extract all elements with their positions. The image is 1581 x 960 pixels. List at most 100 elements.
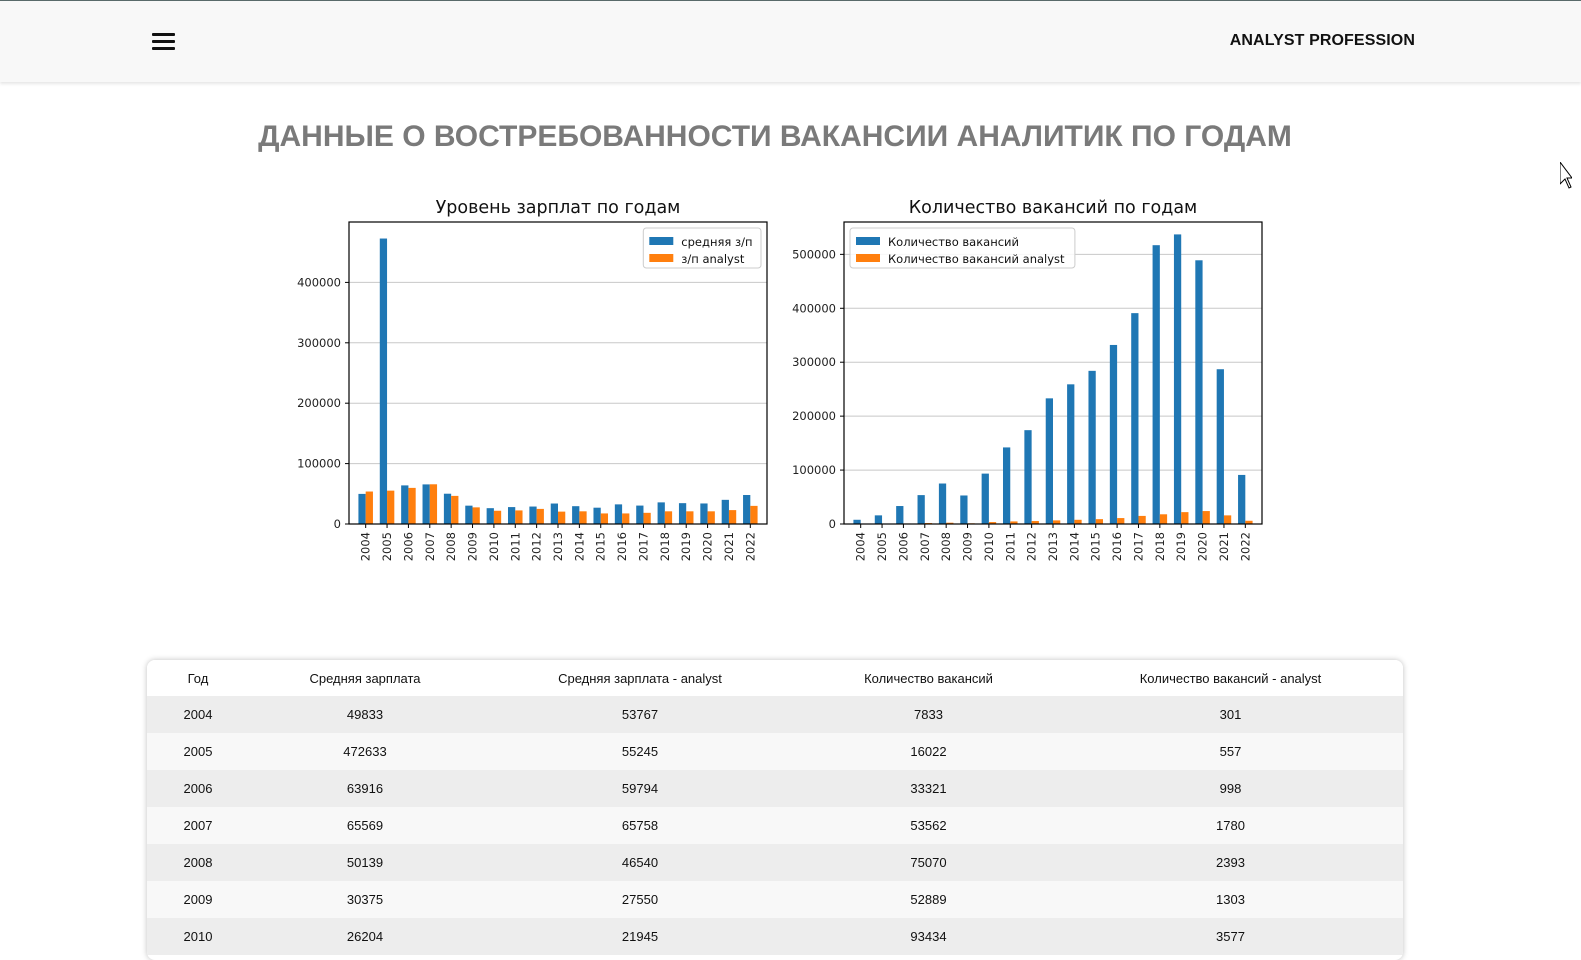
menu-bar-line <box>152 40 175 43</box>
bar <box>515 510 522 524</box>
x-tick-label: 2008 <box>939 532 953 561</box>
menu-bar-line <box>152 33 175 36</box>
table-row: 2007 65569 65758 53562 1780 <box>147 807 1403 844</box>
bar <box>508 507 515 524</box>
x-tick-label: 2015 <box>594 532 608 561</box>
cell-avg-salary-analyst: 46540 <box>481 844 799 881</box>
bar <box>1117 518 1124 524</box>
stats-table-card: Год Средняя зарплата Средняя зарплата - … <box>147 660 1403 960</box>
x-tick-label: 2016 <box>615 532 629 561</box>
cell-year: 2010 <box>147 918 249 955</box>
bar <box>743 495 750 524</box>
bar <box>444 494 451 524</box>
legend-swatch <box>856 254 880 262</box>
x-tick-label: 2021 <box>1217 532 1231 561</box>
bar <box>465 506 472 524</box>
bar <box>658 502 665 524</box>
x-tick-label: 2014 <box>1067 532 1081 561</box>
x-tick-label: 2020 <box>701 532 715 561</box>
bar <box>529 507 536 524</box>
table-row: 2010 26204 21945 93434 3577 <box>147 918 1403 955</box>
bar <box>918 495 925 524</box>
cell-avg-salary: 63916 <box>249 770 481 807</box>
y-tick-label: 300000 <box>792 355 836 369</box>
legend-label: Количество вакансий analyst <box>888 252 1065 266</box>
page-title: ДАННЫЕ О ВОСТРЕБОВАННОСТИ ВАКАНСИИ АНАЛИ… <box>0 120 1550 154</box>
bar <box>1110 345 1117 524</box>
bar <box>1067 384 1074 524</box>
cell-avg-salary-analyst: 59794 <box>481 770 799 807</box>
bar <box>960 495 967 524</box>
bar <box>593 508 600 524</box>
x-tick-label: 2022 <box>1238 532 1252 561</box>
stats-table: Год Средняя зарплата Средняя зарплата - … <box>147 660 1403 955</box>
x-tick-label: 2006 <box>896 532 910 561</box>
cell-vacancies: 33321 <box>799 770 1058 807</box>
y-tick-label: 300000 <box>297 336 341 350</box>
y-tick-label: 200000 <box>297 396 341 410</box>
cell-avg-salary: 30375 <box>249 881 481 918</box>
bar <box>853 520 860 524</box>
cell-year: 2009 <box>147 881 249 918</box>
column-header-vacancies-analyst: Количество вакансий - analyst <box>1058 660 1403 696</box>
table-row: 2008 50139 46540 75070 2393 <box>147 844 1403 881</box>
bar <box>896 506 903 524</box>
y-tick-label: 100000 <box>792 463 836 477</box>
cell-avg-salary: 50139 <box>249 844 481 881</box>
bar <box>643 513 650 524</box>
cell-vacancies-analyst: 998 <box>1058 770 1403 807</box>
cell-avg-salary: 49833 <box>249 696 481 733</box>
x-tick-label: 2020 <box>1196 532 1210 561</box>
bar <box>1238 475 1245 524</box>
bar <box>1138 516 1145 524</box>
bar <box>1153 245 1160 524</box>
bar <box>487 508 494 524</box>
brand-link[interactable]: ANALYST PROFESSION <box>1230 32 1415 50</box>
x-tick-label: 2009 <box>466 532 480 561</box>
legend-label: з/п analyst <box>681 252 745 266</box>
y-tick-label: 200000 <box>792 409 836 423</box>
cell-avg-salary: 472633 <box>249 733 481 770</box>
hamburger-menu-icon[interactable] <box>152 32 175 51</box>
x-tick-label: 2005 <box>380 532 394 561</box>
column-header-avg-salary: Средняя зарплата <box>249 660 481 696</box>
bar <box>1131 313 1138 524</box>
x-tick-label: 2004 <box>854 532 868 561</box>
bar <box>875 515 882 524</box>
bar <box>665 511 672 524</box>
bar <box>700 503 707 524</box>
bar <box>1217 369 1224 524</box>
bar <box>1224 515 1231 524</box>
legend-label: Количество вакансий <box>888 235 1019 249</box>
cell-vacancies: 53562 <box>799 807 1058 844</box>
cell-vacancies-analyst: 1303 <box>1058 881 1403 918</box>
y-tick-label: 0 <box>829 517 836 531</box>
bar <box>430 484 437 524</box>
bar <box>473 507 480 524</box>
bar <box>722 500 729 524</box>
bar <box>708 511 715 524</box>
navbar: ANALYST PROFESSION <box>0 1 1581 82</box>
bar <box>729 510 736 524</box>
x-tick-label: 2019 <box>1174 532 1188 561</box>
bar <box>1024 430 1031 524</box>
bar <box>1203 511 1210 524</box>
bar <box>423 484 430 524</box>
table-row: 2009 30375 27550 52889 1303 <box>147 881 1403 918</box>
bar <box>366 492 373 524</box>
cell-vacancies: 16022 <box>799 733 1058 770</box>
cell-avg-salary-analyst: 55245 <box>481 733 799 770</box>
bar <box>1174 234 1181 524</box>
bar <box>1160 514 1167 524</box>
bar <box>408 488 415 524</box>
legend-swatch <box>856 237 880 245</box>
x-tick-label: 2007 <box>423 532 437 561</box>
bar <box>1046 398 1053 524</box>
legend-swatch <box>649 254 673 262</box>
chart-title: Количество вакансий по годам <box>909 198 1198 218</box>
cell-vacancies-analyst: 2393 <box>1058 844 1403 881</box>
cell-year: 2007 <box>147 807 249 844</box>
cell-vacancies-analyst: 3577 <box>1058 918 1403 955</box>
bar <box>401 485 408 524</box>
